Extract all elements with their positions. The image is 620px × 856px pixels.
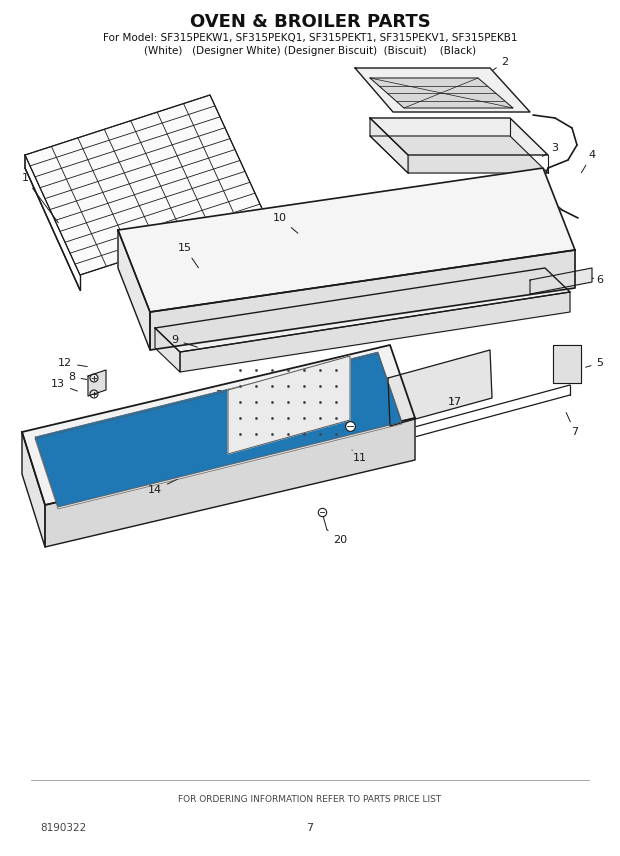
Text: 8190322: 8190322: [40, 823, 86, 833]
Polygon shape: [118, 168, 575, 312]
Text: 8: 8: [68, 372, 87, 382]
Polygon shape: [530, 268, 592, 294]
Text: FOR ORDERING INFORMATION REFER TO PARTS PRICE LIST: FOR ORDERING INFORMATION REFER TO PARTS …: [179, 795, 441, 805]
Text: 11: 11: [352, 450, 367, 463]
Text: 7: 7: [566, 413, 578, 437]
Polygon shape: [45, 418, 415, 547]
Text: 13: 13: [51, 379, 78, 391]
Text: 12: 12: [58, 358, 87, 368]
Polygon shape: [180, 292, 570, 372]
Text: 20: 20: [327, 530, 347, 545]
Polygon shape: [25, 95, 265, 275]
Polygon shape: [118, 230, 150, 350]
Polygon shape: [370, 118, 548, 155]
Text: 14: 14: [148, 479, 177, 495]
Polygon shape: [370, 118, 408, 173]
Text: 7: 7: [306, 823, 314, 833]
Polygon shape: [228, 356, 350, 454]
Text: 17: 17: [448, 397, 462, 407]
Text: (White)   (Designer White) (Designer Biscuit)  (Biscuit)    (Black): (White) (Designer White) (Designer Biscu…: [144, 46, 476, 56]
Polygon shape: [35, 352, 402, 507]
Polygon shape: [155, 268, 570, 352]
Text: 15: 15: [178, 243, 198, 268]
Text: 2: 2: [492, 57, 508, 70]
Polygon shape: [22, 432, 45, 547]
Text: 1: 1: [22, 173, 58, 223]
Text: 5: 5: [586, 358, 603, 368]
Polygon shape: [355, 68, 530, 112]
Text: 9: 9: [172, 335, 197, 348]
Text: For Model: SF315PEKW1, SF315PEKQ1, SF315PEKT1, SF315PEKV1, SF315PEKB1: For Model: SF315PEKW1, SF315PEKQ1, SF315…: [103, 33, 517, 43]
Polygon shape: [88, 370, 106, 396]
Polygon shape: [370, 78, 513, 108]
Polygon shape: [553, 345, 581, 383]
Polygon shape: [155, 328, 180, 372]
Text: 10: 10: [273, 213, 298, 233]
Polygon shape: [370, 136, 548, 173]
Text: OVEN & BROILER PARTS: OVEN & BROILER PARTS: [190, 13, 430, 31]
Polygon shape: [22, 345, 415, 505]
Polygon shape: [388, 350, 492, 426]
Text: 21: 21: [215, 390, 237, 400]
Text: 6: 6: [592, 275, 603, 285]
Text: 4: 4: [582, 150, 596, 173]
Text: eReplacementParts.com: eReplacementParts.com: [242, 425, 378, 435]
Polygon shape: [150, 250, 575, 350]
Text: 3: 3: [542, 143, 559, 157]
